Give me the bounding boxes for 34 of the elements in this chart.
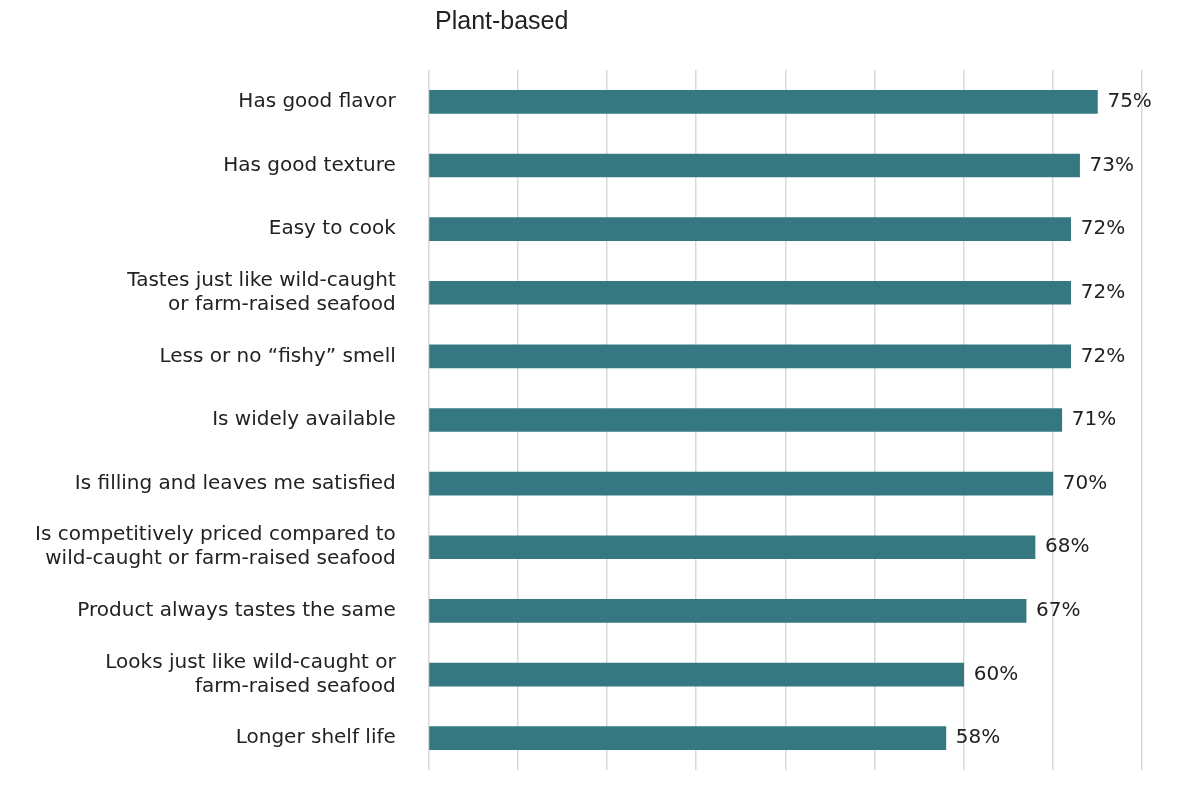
data-label: 60% bbox=[973, 660, 1019, 685]
y-tick-label: Longer shelf life bbox=[235, 724, 396, 749]
bar bbox=[429, 662, 965, 687]
data-label: 71% bbox=[1071, 406, 1117, 431]
y-tick-label: Tastes just like wild-caught or farm-raised seafood bbox=[126, 266, 396, 315]
bar bbox=[429, 280, 1072, 305]
y-tick-label: Product always tastes the same bbox=[77, 597, 396, 622]
y-tick-label: Is widely available bbox=[212, 406, 396, 431]
bar bbox=[429, 408, 1063, 432]
bar bbox=[429, 535, 1036, 560]
bar bbox=[429, 726, 947, 751]
y-tick-label: Looks just like wild-caught or farm-raised seafood bbox=[105, 648, 397, 697]
data-label: 72% bbox=[1080, 278, 1126, 303]
bar bbox=[429, 344, 1072, 369]
y-tick-label: Has good texture bbox=[223, 151, 396, 176]
data-label: 75% bbox=[1107, 88, 1152, 113]
data-label: 68% bbox=[1045, 533, 1090, 558]
data-label: 70% bbox=[1062, 469, 1108, 494]
y-tick-label: Less or no “fishy” smell bbox=[159, 342, 396, 367]
data-label: 72% bbox=[1080, 342, 1126, 367]
y-tick-label: Has good flavor bbox=[238, 88, 397, 113]
data-label: 67% bbox=[1036, 597, 1081, 622]
y-tick-label: Easy to cook bbox=[268, 215, 397, 240]
data-label: 72% bbox=[1080, 215, 1126, 240]
y-tick-label: Is filling and leaves me satisfied bbox=[74, 469, 396, 494]
data-label: 73% bbox=[1089, 151, 1135, 176]
chart-title: Plant-based bbox=[435, 6, 569, 35]
bar bbox=[429, 89, 1098, 114]
bar bbox=[429, 599, 1027, 623]
bar bbox=[429, 153, 1080, 178]
bar bbox=[429, 471, 1054, 496]
y-tick-label: Is competitively priced compared to wild-caught or farm-raised seafood bbox=[34, 521, 396, 570]
bar bbox=[429, 217, 1072, 241]
data-label: 58% bbox=[955, 724, 1001, 749]
